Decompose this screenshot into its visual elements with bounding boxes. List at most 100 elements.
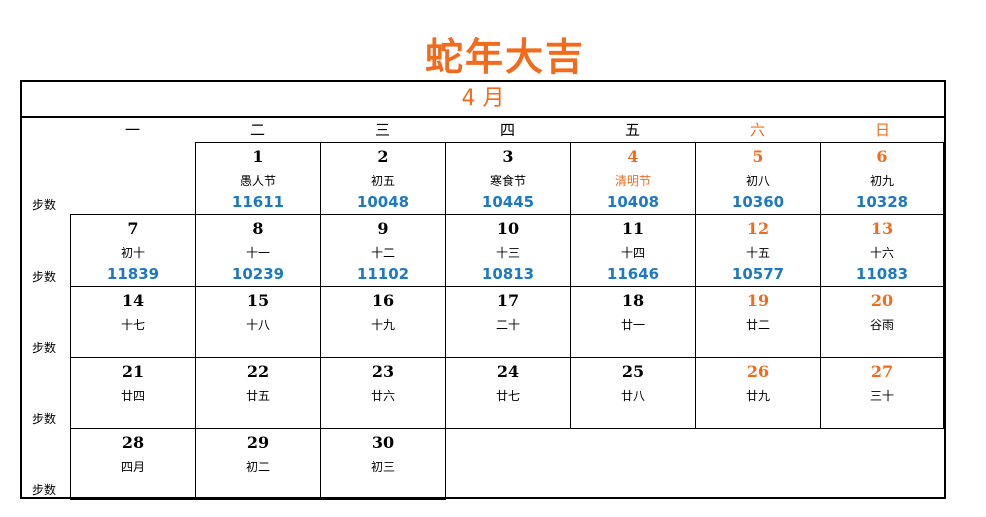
month-header: 4 月 xyxy=(22,82,944,118)
lunar-date: 十二 xyxy=(370,246,395,260)
day-number: 22 xyxy=(246,362,270,381)
day-number: 23 xyxy=(371,362,395,381)
day-cell[interactable]: 11 十四 11646 xyxy=(570,214,696,287)
day-number: 3 xyxy=(502,147,514,166)
day-number: 9 xyxy=(377,219,389,238)
step-count: 10239 xyxy=(231,265,285,283)
lunar-date: 四月 xyxy=(120,460,145,474)
day-cell[interactable]: 14 十七 xyxy=(70,286,196,358)
day-cell[interactable]: 26 廿九 xyxy=(695,357,821,429)
weekday-1: 一 xyxy=(124,121,140,139)
page-title: 蛇年大吉 xyxy=(424,34,585,79)
day-number: 11 xyxy=(621,219,645,238)
lunar-date: 初九 xyxy=(869,174,894,188)
weekday-6: 六 xyxy=(749,121,765,139)
day-cell[interactable]: 27 三十 xyxy=(820,357,944,429)
day-number: 12 xyxy=(746,219,770,238)
lunar-date: 初五 xyxy=(370,174,395,188)
lunar-date: 廿二 xyxy=(745,318,770,332)
day-number: 16 xyxy=(371,291,395,310)
day-cell[interactable]: 25 廿八 xyxy=(570,357,696,429)
day-cell[interactable]: 15 十八 xyxy=(195,286,321,358)
day-cell[interactable]: 21 廿四 xyxy=(70,357,196,429)
day-cell[interactable]: 20 谷雨 xyxy=(820,286,944,358)
day-cell[interactable]: 13 十六 11083 xyxy=(820,214,944,287)
day-number: 27 xyxy=(870,362,894,381)
empty-cell xyxy=(570,428,696,500)
day-cell[interactable]: 18 廿一 xyxy=(570,286,696,358)
step-count: 10328 xyxy=(855,193,909,211)
day-cell[interactable]: 29 初二 xyxy=(195,428,321,500)
step-count: 10577 xyxy=(731,265,785,283)
day-number: 2 xyxy=(377,147,389,166)
day-cell[interactable]: 28 四月 xyxy=(70,428,196,500)
lunar-date: 初十 xyxy=(120,246,145,260)
empty-cell xyxy=(445,428,571,500)
day-number: 15 xyxy=(246,291,270,310)
lunar-date: 初三 xyxy=(370,460,395,474)
day-number: 25 xyxy=(621,362,645,381)
lunar-date: 初二 xyxy=(245,460,270,474)
weekday-2: 二 xyxy=(249,121,265,139)
day-cell[interactable]: 9 十二 11102 xyxy=(320,214,446,287)
lunar-date: 十五 xyxy=(745,246,770,260)
day-number: 19 xyxy=(746,291,770,310)
step-count: 10445 xyxy=(481,193,535,211)
day-cell[interactable]: 7 初十 11839 xyxy=(70,214,196,287)
step-count: 11611 xyxy=(231,193,285,211)
lunar-date: 十九 xyxy=(370,318,395,332)
weekday-3: 三 xyxy=(374,121,390,139)
lunar-date: 廿八 xyxy=(620,389,645,403)
step-count: 11083 xyxy=(855,265,909,283)
day-cell[interactable]: 23 廿六 xyxy=(320,357,446,429)
day-cell[interactable]: 5 初八 10360 xyxy=(695,142,821,215)
empty-cell xyxy=(820,428,944,500)
row-label-steps: 步数 xyxy=(32,341,57,355)
day-number: 20 xyxy=(870,291,894,310)
empty-cell xyxy=(70,142,196,215)
day-number: 6 xyxy=(876,147,888,166)
row-label-steps: 步数 xyxy=(32,198,57,212)
day-cell[interactable]: 8 十一 10239 xyxy=(195,214,321,287)
day-cell[interactable]: 22 廿五 xyxy=(195,357,321,429)
day-cell[interactable]: 12 十五 10577 xyxy=(695,214,821,287)
row-label-steps: 步数 xyxy=(32,412,57,426)
row-label-steps: 步数 xyxy=(32,270,57,284)
step-count: 11102 xyxy=(356,265,410,283)
day-cell[interactable]: 19 廿二 xyxy=(695,286,821,358)
lunar-date: 廿一 xyxy=(620,318,645,332)
day-number: 29 xyxy=(246,433,270,452)
day-cell[interactable]: 6 初九 10328 xyxy=(820,142,944,215)
day-cell[interactable]: 4 清明节 10408 xyxy=(570,142,696,215)
day-number: 24 xyxy=(496,362,520,381)
day-cell[interactable]: 30 初三 xyxy=(320,428,446,500)
lunar-date: 十三 xyxy=(495,246,520,260)
day-cell[interactable]: 17 二十 xyxy=(445,286,571,358)
empty-cell xyxy=(695,428,821,500)
day-cell[interactable]: 3 寒食节 10445 xyxy=(445,142,571,215)
day-cell[interactable]: 24 廿七 xyxy=(445,357,571,429)
lunar-date: 十四 xyxy=(620,246,645,260)
day-number: 30 xyxy=(371,433,395,452)
day-number: 21 xyxy=(121,362,145,381)
day-cell[interactable]: 10 十三 10813 xyxy=(445,214,571,287)
day-cell[interactable]: 16 十九 xyxy=(320,286,446,358)
lunar-date: 谷雨 xyxy=(869,318,894,332)
lunar-date: 寒食节 xyxy=(489,174,526,188)
lunar-date: 廿五 xyxy=(245,389,270,403)
day-cell[interactable]: 2 初五 10048 xyxy=(320,142,446,215)
step-count: 10360 xyxy=(731,193,785,211)
day-cell[interactable]: 1 愚人节 11611 xyxy=(195,142,321,215)
step-count: 11839 xyxy=(106,265,160,283)
weekday-7: 日 xyxy=(874,121,890,139)
lunar-date: 二十 xyxy=(495,318,520,332)
lunar-date: 廿九 xyxy=(745,389,770,403)
lunar-date: 十七 xyxy=(120,318,145,332)
step-count: 10048 xyxy=(356,193,410,211)
day-number: 1 xyxy=(252,147,264,166)
lunar-date: 初八 xyxy=(745,174,770,188)
lunar-date: 十六 xyxy=(869,246,894,260)
weekday-4: 四 xyxy=(499,121,515,139)
step-count: 10408 xyxy=(606,193,660,211)
row-label-steps: 步数 xyxy=(32,483,57,497)
